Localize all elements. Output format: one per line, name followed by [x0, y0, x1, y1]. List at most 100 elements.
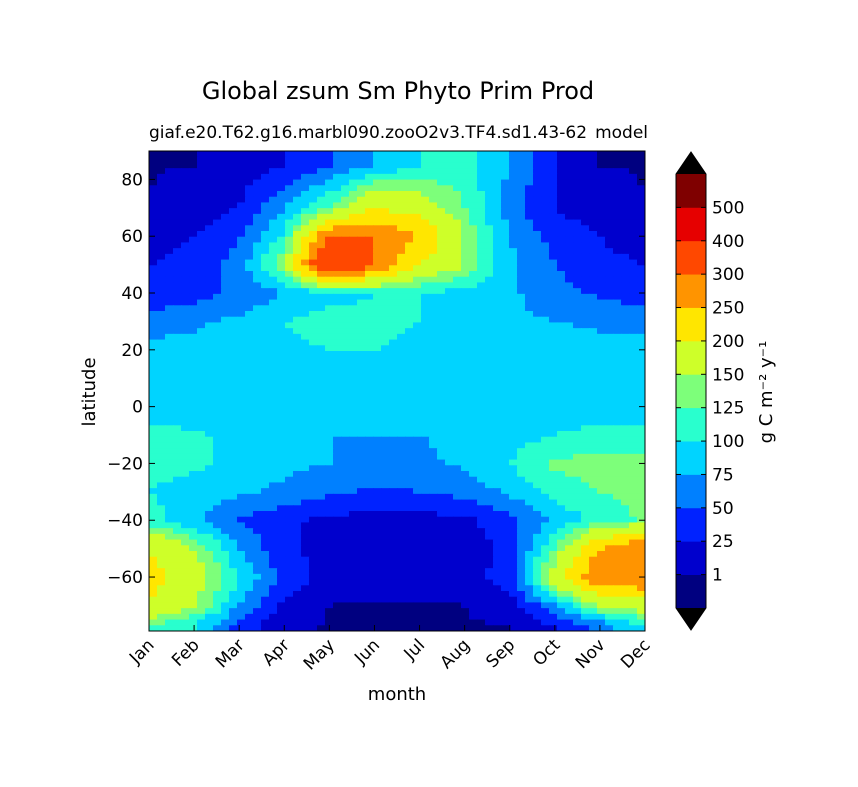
- contour-cell: [173, 482, 182, 489]
- contour-cell: [541, 356, 550, 364]
- contour-cell: [357, 516, 366, 524]
- contour-cell: [165, 259, 174, 266]
- contour-cell: [213, 282, 222, 289]
- contour-cell: [637, 345, 645, 352]
- contour-cell: [437, 328, 446, 335]
- contour-cell: [341, 293, 350, 301]
- contour-cell: [189, 248, 198, 255]
- contour-cell: [613, 196, 622, 204]
- contour-cell: [565, 225, 574, 232]
- contour-cell: [469, 179, 478, 186]
- contour-cell: [309, 316, 318, 324]
- contour-cell: [389, 316, 398, 324]
- contour-cell: [613, 476, 622, 484]
- contour-cell: [189, 493, 198, 501]
- contour-cell: [421, 173, 430, 181]
- contour-cell: [173, 282, 182, 289]
- contour-cell: [469, 551, 478, 558]
- contour-cell: [621, 556, 630, 564]
- contour-cell: [405, 528, 414, 535]
- contour-cell: [261, 425, 270, 432]
- contour-cell: [421, 351, 430, 358]
- contour-cell: [485, 545, 494, 552]
- contour-cell: [389, 413, 398, 421]
- contour-cell: [597, 236, 606, 244]
- contour-cell: [541, 185, 550, 192]
- contour-cell: [501, 413, 510, 421]
- contour-cell: [173, 339, 182, 346]
- contour-cell: [269, 339, 278, 346]
- contour-cell: [477, 311, 486, 318]
- contour-cell: [557, 173, 566, 181]
- contour-cell: [469, 156, 478, 164]
- contour-cell: [149, 448, 158, 455]
- contour-cell: [549, 379, 558, 386]
- contour-cell: [373, 379, 382, 386]
- contour-cell: [621, 265, 630, 272]
- contour-cell: [533, 476, 542, 484]
- contour-cell: [413, 379, 422, 386]
- contour-cell: [285, 373, 294, 381]
- contour-cell: [501, 545, 510, 552]
- contour-cell: [317, 293, 326, 301]
- contour-cell: [349, 288, 358, 295]
- contour-cell: [541, 431, 550, 438]
- contour-cell: [189, 396, 198, 404]
- contour-cell: [621, 591, 630, 598]
- contour-cell: [429, 579, 438, 586]
- contour-cell: [581, 471, 590, 478]
- contour-cell: [173, 162, 182, 169]
- contour-cell: [469, 556, 478, 564]
- contour-cell: [565, 568, 574, 575]
- contour-cell: [485, 413, 494, 421]
- contour-cell: [581, 276, 590, 284]
- contour-cell: [581, 299, 590, 306]
- contour-cell: [349, 311, 358, 318]
- contour-cell: [597, 585, 606, 592]
- contour-cell: [445, 545, 454, 552]
- contour-cell: [245, 471, 254, 478]
- contour-cell: [525, 511, 534, 518]
- contour-cell: [437, 459, 446, 466]
- contour-cell: [413, 539, 422, 546]
- contour-cell: [245, 328, 254, 335]
- contour-cell: [389, 248, 398, 255]
- contour-cell: [405, 396, 414, 404]
- contour-cell: [493, 156, 502, 164]
- contour-cell: [221, 573, 230, 581]
- contour-cell: [221, 493, 230, 501]
- contour-cell: [405, 173, 414, 181]
- contour-cell: [613, 413, 622, 421]
- contour-cell: [253, 379, 262, 386]
- contour-cell: [277, 299, 286, 306]
- contour-cell: [333, 488, 342, 495]
- contour-cell: [597, 465, 606, 472]
- contour-cell: [469, 328, 478, 335]
- contour-cell: [293, 516, 302, 524]
- contour-cell: [621, 493, 630, 501]
- contour-cell: [309, 459, 318, 466]
- contour-cell: [253, 396, 262, 404]
- contour-cell: [173, 236, 182, 244]
- contour-cell: [157, 556, 166, 564]
- contour-cell: [469, 173, 478, 181]
- contour-cell: [589, 396, 598, 404]
- contour-cell: [525, 482, 534, 489]
- contour-cell: [173, 579, 182, 586]
- contour-cell: [493, 373, 502, 381]
- contour-cell: [485, 391, 494, 398]
- contour-cell: [373, 591, 382, 598]
- contour-cell: [261, 488, 270, 495]
- contour-cell: [549, 299, 558, 306]
- contour-cell: [181, 413, 190, 421]
- contour-cell: [469, 528, 478, 535]
- contour-cell: [181, 311, 190, 318]
- contour-cell: [277, 431, 286, 438]
- contour-cell: [189, 322, 198, 329]
- contour-cell: [453, 231, 462, 238]
- contour-cell: [165, 516, 174, 524]
- contour-cell: [149, 556, 158, 564]
- contour-cell: [469, 602, 478, 609]
- contour-cell: [317, 511, 326, 518]
- contour-cell: [261, 213, 270, 221]
